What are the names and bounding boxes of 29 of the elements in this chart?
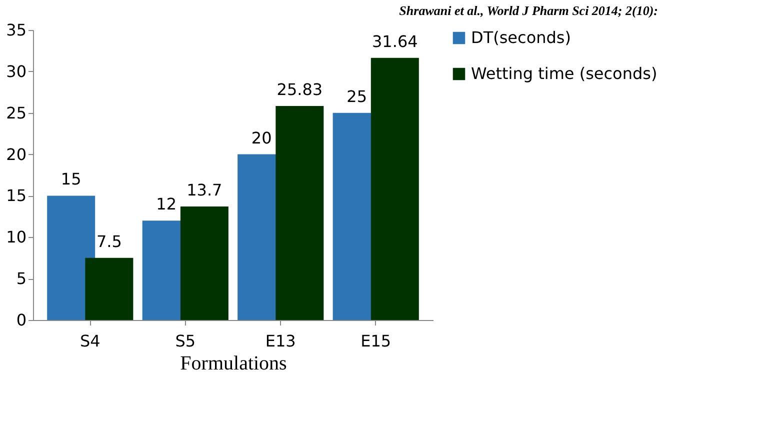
y-tick-label: 15 — [6, 186, 26, 206]
y-tick-label: 0 — [16, 310, 26, 330]
y-tick-label: 35 — [6, 20, 26, 40]
y-tick-label: 10 — [6, 228, 26, 247]
data-label: 20 — [251, 128, 272, 148]
data-label: 12 — [156, 194, 177, 214]
bar — [276, 106, 324, 320]
y-tick-label: 20 — [6, 144, 26, 164]
x-tick-label: S5 — [175, 332, 196, 350]
data-label: 7.5 — [96, 232, 122, 251]
bar — [85, 258, 134, 320]
bar — [180, 206, 228, 320]
y-tick-label: 25 — [6, 103, 26, 122]
legend-label: DT(seconds) — [471, 28, 571, 47]
data-label: 25 — [346, 86, 367, 106]
text: Shrawani et al., World J Pharm Sci 2014; 2(10): — [399, 3, 658, 18]
data-label: 25.83 — [276, 80, 323, 99]
y-tick-label: 5 — [16, 269, 26, 288]
x-tick-label: E15 — [360, 332, 392, 350]
data-label: 15 — [60, 170, 82, 189]
data-label: 13.7 — [186, 180, 222, 200]
y-tick-label: 30 — [6, 62, 26, 81]
x-axis-title: Formulations — [180, 352, 288, 374]
x-tick-label: E13 — [265, 332, 296, 350]
x-tick-label: S4 — [80, 332, 100, 350]
legend-label: Wetting time (seconds) — [471, 64, 658, 83]
bar — [370, 58, 419, 320]
bar — [47, 196, 96, 320]
data-label: 31.64 — [372, 32, 418, 51]
